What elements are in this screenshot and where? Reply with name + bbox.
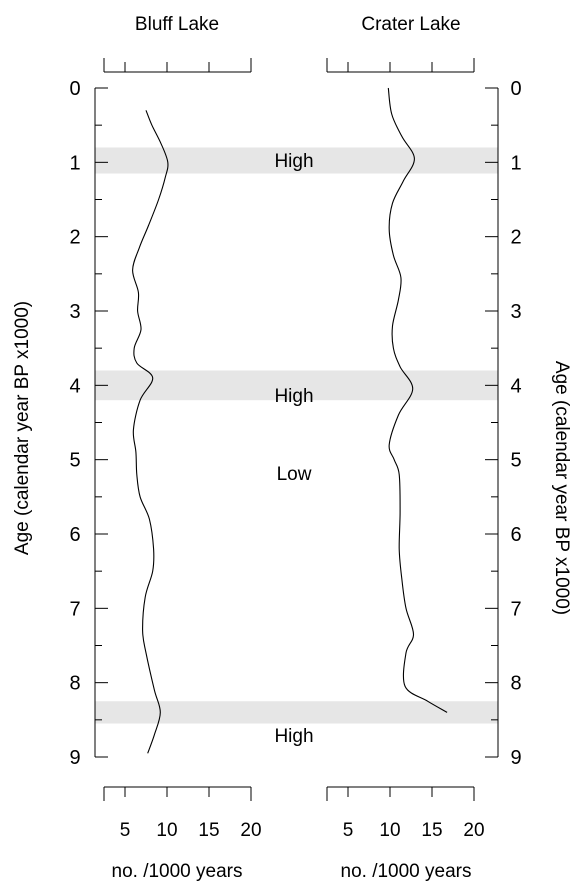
y-axis-label-left: Age (calendar year BP x1000) xyxy=(12,301,33,555)
series-line-crater-lake xyxy=(387,87,448,713)
x-tick-label-crater-lake: 10 xyxy=(379,820,400,841)
y-tick-label-left: 3 xyxy=(69,301,80,323)
x-tick-label-bluff-lake: 15 xyxy=(198,820,219,841)
y-tick-label-right: 8 xyxy=(510,673,521,695)
y-tick-label-right: 3 xyxy=(510,301,521,323)
y-tick-label-left: 4 xyxy=(69,375,80,397)
y-tick-label-right: 0 xyxy=(510,78,521,100)
y-tick-label-right: 2 xyxy=(510,227,521,249)
y-tick-label-left: 5 xyxy=(69,450,80,472)
y-tick-label-right: 9 xyxy=(510,747,521,769)
y-tick-label-left: 6 xyxy=(69,524,80,546)
y-axis-label-right: Age (calendar year BP x1000) xyxy=(551,361,572,615)
y-tick-label-left: 9 xyxy=(69,747,80,769)
series-line-bluff-lake xyxy=(132,110,169,754)
x-axis-label-crater-lake: no. /1000 years xyxy=(341,861,472,882)
panel-title-bluff-lake: Bluff Lake xyxy=(135,14,219,35)
y-tick-label-left: 8 xyxy=(69,673,80,695)
x-tick-label-bluff-lake: 5 xyxy=(120,820,131,841)
y-tick-label-right: 4 xyxy=(510,375,521,397)
y-tick-label-right: 5 xyxy=(510,450,521,472)
axes: 0 0 1 1 2 2 3 3 4 4 5 5 6 6 7 7 8 8 9 9 5 10 15 20 5 10 15 20 xyxy=(69,58,522,841)
annotation-high-1: High xyxy=(274,151,313,172)
x-tick-label-bluff-lake: 20 xyxy=(240,820,261,841)
y-tick-label-left: 2 xyxy=(69,227,80,249)
shaded-band-1 xyxy=(95,147,498,174)
x-tick-label-crater-lake: 5 xyxy=(343,820,354,841)
x-tick-label-crater-lake: 15 xyxy=(421,820,442,841)
shaded-band-3 xyxy=(95,701,498,724)
series xyxy=(132,87,448,754)
y-tick-label-left: 0 xyxy=(69,78,80,100)
y-tick-label-right: 7 xyxy=(510,598,521,620)
annotation-low: Low xyxy=(277,464,312,485)
annotation-high-3: High xyxy=(274,726,313,747)
y-tick-label-right: 6 xyxy=(510,524,521,546)
y-tick-label-left: 1 xyxy=(69,152,80,174)
shaded-bands xyxy=(95,147,498,724)
y-tick-label-right: 1 xyxy=(510,152,521,174)
shaded-band-2 xyxy=(95,370,498,401)
annotation-high-2: High xyxy=(274,386,313,407)
x-tick-label-crater-lake: 20 xyxy=(463,820,484,841)
y-tick-label-left: 7 xyxy=(69,598,80,620)
x-axis-label-bluff-lake: no. /1000 years xyxy=(112,861,243,882)
panel-title-crater-lake: Crater Lake xyxy=(361,14,460,35)
x-tick-label-bluff-lake: 10 xyxy=(156,820,177,841)
labels: Bluff Lake Crater Lake Age (calendar yea… xyxy=(12,14,572,882)
